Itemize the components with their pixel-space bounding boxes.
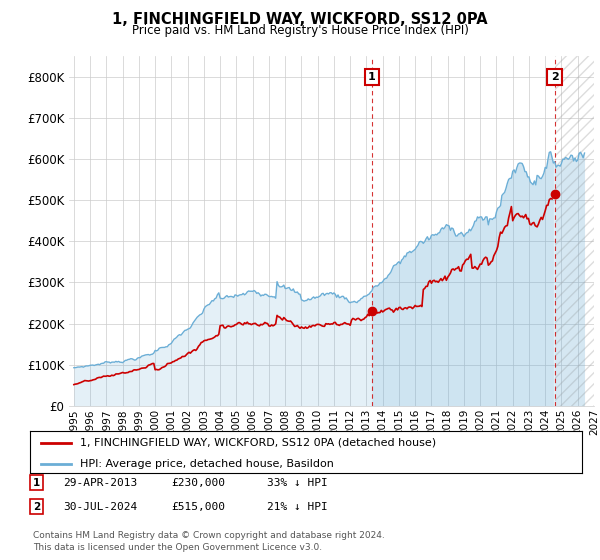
Text: This data is licensed under the Open Government Licence v3.0.: This data is licensed under the Open Gov… xyxy=(33,543,322,552)
Text: 33% ↓ HPI: 33% ↓ HPI xyxy=(267,478,328,488)
Text: 21% ↓ HPI: 21% ↓ HPI xyxy=(267,502,328,512)
Text: 30-JUL-2024: 30-JUL-2024 xyxy=(63,502,137,512)
Text: 1, FINCHINGFIELD WAY, WICKFORD, SS12 0PA: 1, FINCHINGFIELD WAY, WICKFORD, SS12 0PA xyxy=(112,12,488,27)
Text: 2: 2 xyxy=(33,502,40,512)
Text: Contains HM Land Registry data © Crown copyright and database right 2024.: Contains HM Land Registry data © Crown c… xyxy=(33,531,385,540)
Text: 29-APR-2013: 29-APR-2013 xyxy=(63,478,137,488)
Text: £515,000: £515,000 xyxy=(171,502,225,512)
Text: £230,000: £230,000 xyxy=(171,478,225,488)
Text: HPI: Average price, detached house, Basildon: HPI: Average price, detached house, Basi… xyxy=(80,459,334,469)
Text: 1: 1 xyxy=(368,72,376,82)
Text: 2: 2 xyxy=(551,72,559,82)
Text: 1: 1 xyxy=(33,478,40,488)
Text: 1, FINCHINGFIELD WAY, WICKFORD, SS12 0PA (detached house): 1, FINCHINGFIELD WAY, WICKFORD, SS12 0PA… xyxy=(80,438,436,448)
Text: Price paid vs. HM Land Registry's House Price Index (HPI): Price paid vs. HM Land Registry's House … xyxy=(131,24,469,36)
